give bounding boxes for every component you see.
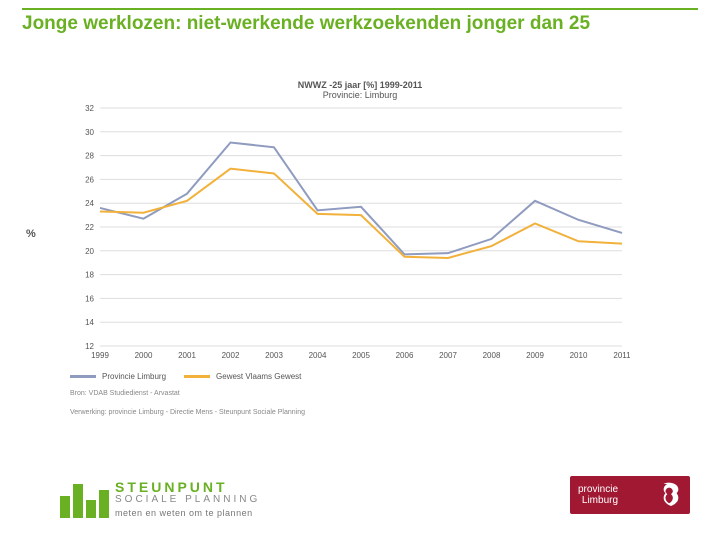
- svg-text:2005: 2005: [352, 351, 370, 360]
- svg-text:2006: 2006: [396, 351, 414, 360]
- logo-limburg-line2: Limburg: [578, 495, 618, 506]
- svg-text:2004: 2004: [309, 351, 327, 360]
- svg-text:2010: 2010: [570, 351, 588, 360]
- svg-text:14: 14: [85, 318, 94, 327]
- legend-swatch: [70, 375, 96, 378]
- lion-icon: [660, 482, 682, 508]
- logo-steunpunt-text: STEUNPUNT SOCIALE PLANNING meten en wete…: [115, 480, 260, 518]
- svg-text:28: 28: [85, 152, 94, 161]
- logo-sp-tagline: meten en weten om te plannen: [115, 509, 260, 518]
- logo-sp-line1: STEUNPUNT: [115, 480, 260, 495]
- legend: Provincie Limburg Gewest Vlaams Gewest: [70, 372, 650, 381]
- chart-subtitle: Provincie: Limburg: [70, 90, 650, 100]
- chart-processing: Verwerking: provincie Limburg - Directie…: [70, 408, 650, 419]
- slide-title: Jonge werklozen: niet-werkende werkzoeke…: [22, 12, 698, 36]
- chart-title: NWWZ -25 jaar [%] 1999-2011: [70, 80, 650, 90]
- svg-text:26: 26: [85, 175, 94, 184]
- svg-text:2000: 2000: [135, 351, 153, 360]
- svg-text:22: 22: [85, 223, 94, 232]
- legend-item: Gewest Vlaams Gewest: [184, 372, 301, 381]
- svg-text:16: 16: [85, 294, 94, 303]
- svg-text:2001: 2001: [178, 351, 196, 360]
- svg-text:12: 12: [85, 342, 94, 351]
- logo-steunpunt: STEUNPUNT SOCIALE PLANNING meten en wete…: [60, 480, 260, 518]
- svg-text:2011: 2011: [613, 351, 630, 360]
- svg-text:18: 18: [85, 271, 94, 280]
- logo-sp-line2: SOCIALE PLANNING: [115, 495, 260, 506]
- svg-text:2007: 2007: [439, 351, 457, 360]
- logo-limburg: provincie Limburg: [570, 476, 690, 514]
- chart-source: Bron: VDAB Studiedienst - Arvastat: [70, 389, 650, 400]
- svg-text:2003: 2003: [265, 351, 283, 360]
- legend-label: Gewest Vlaams Gewest: [216, 372, 301, 381]
- logo-limburg-text: provincie Limburg: [578, 484, 618, 506]
- logo-bars-icon: [60, 484, 109, 518]
- slide: Jonge werklozen: niet-werkende werkzoeke…: [0, 0, 720, 540]
- title-rule: [22, 8, 698, 10]
- legend-item: Provincie Limburg: [70, 372, 166, 381]
- svg-text:2002: 2002: [222, 351, 240, 360]
- chart-container: NWWZ -25 jaar [%] 1999-2011 Provincie: L…: [70, 80, 650, 418]
- svg-text:20: 20: [85, 247, 94, 256]
- line-chart: 12 14 16 18 20 22 24 26 28 30 32 1999 2000 2001 2002 20…: [70, 104, 630, 364]
- y-axis-unit: %: [26, 228, 36, 240]
- svg-text:24: 24: [85, 199, 94, 208]
- svg-text:2008: 2008: [483, 351, 501, 360]
- legend-swatch: [184, 375, 210, 378]
- legend-label: Provincie Limburg: [102, 372, 166, 381]
- logo-limburg-line1: provincie: [578, 484, 618, 495]
- svg-text:32: 32: [85, 104, 94, 113]
- chart-plot-area: % 12141618202224262830321999200020012002…: [70, 104, 650, 364]
- svg-text:1999: 1999: [91, 351, 109, 360]
- svg-text:2009: 2009: [526, 351, 544, 360]
- svg-text:30: 30: [85, 128, 94, 137]
